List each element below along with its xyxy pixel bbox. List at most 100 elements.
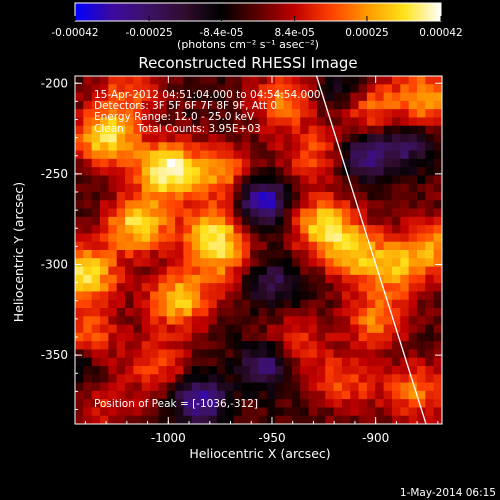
heatmap-cell — [416, 390, 426, 400]
heatmap-cell — [333, 316, 343, 326]
heatmap-cell — [391, 382, 401, 392]
heatmap-cell — [375, 150, 385, 160]
heatmap-cell — [366, 332, 376, 342]
heatmap-cell — [375, 308, 385, 317]
heatmap-cell — [258, 357, 268, 367]
x-tick-label: -900 — [362, 431, 389, 445]
heatmap-cell — [283, 266, 293, 276]
heatmap-cell — [91, 332, 101, 342]
heatmap-cell — [375, 183, 385, 193]
heatmap-cell — [216, 125, 226, 135]
heatmap-cell — [108, 150, 118, 160]
heatmap-cell — [108, 109, 118, 119]
heatmap-cell — [141, 291, 151, 301]
heatmap-cell — [291, 357, 301, 367]
colorbar-tick-label: 0.00025 — [345, 27, 388, 39]
heatmap-cell — [125, 382, 134, 392]
heatmap-cell — [108, 291, 118, 301]
heatmap-cell — [433, 291, 442, 301]
heatmap-cell — [433, 366, 442, 375]
heatmap-cell — [350, 374, 360, 384]
heatmap-cell — [383, 142, 393, 152]
heatmap-cell — [83, 291, 93, 301]
heatmap-cell — [133, 233, 143, 243]
heatmap-cell — [175, 76, 185, 85]
heatmap-cell — [366, 117, 376, 127]
heatmap-cell — [408, 250, 418, 259]
heatmap-cell — [175, 109, 185, 119]
heatmap-cell — [266, 357, 276, 367]
heatmap-cell — [75, 366, 84, 375]
heatmap-cell — [125, 208, 134, 218]
heatmap-cell — [258, 324, 268, 334]
heatmap-cell — [100, 349, 109, 359]
heatmap-cell — [391, 216, 401, 226]
heatmap-cell — [200, 134, 210, 143]
heatmap-cell — [341, 324, 351, 334]
heatmap-cell — [158, 216, 168, 226]
heatmap-cell — [358, 324, 368, 334]
heatmap-cell — [391, 308, 401, 317]
heatmap-cell — [425, 407, 435, 417]
heatmap-cell — [350, 291, 360, 301]
heatmap-cell — [158, 274, 168, 284]
heatmap-cell — [108, 84, 118, 94]
heatmap-cell — [425, 92, 435, 102]
heatmap-cell — [433, 357, 442, 367]
heatmap-cell — [241, 183, 251, 193]
heatmap-cell — [166, 266, 176, 276]
heatmap-cell — [133, 399, 143, 409]
heatmap-cell — [241, 349, 251, 359]
heatmap-cell — [125, 192, 134, 201]
heatmap-cell — [291, 183, 301, 193]
heatmap-cell — [366, 341, 376, 351]
heatmap-cell — [258, 258, 268, 268]
heatmap-cell — [375, 117, 385, 127]
heatmap-cell — [175, 382, 185, 392]
heatmap-cell — [300, 109, 310, 119]
heatmap-cell — [400, 167, 410, 177]
heatmap-cell — [116, 357, 126, 367]
heatmap-cell — [433, 208, 442, 218]
heatmap-cell — [150, 357, 160, 367]
solar-limb-line — [315, 76, 427, 424]
heatmap-cell — [316, 324, 326, 334]
heatmap-cell — [116, 415, 126, 424]
heatmap-cell — [133, 208, 143, 218]
heatmap-cell — [383, 150, 393, 160]
y-tick-label: -300 — [41, 258, 68, 272]
heatmap-cell — [391, 175, 401, 185]
heatmap-cell — [108, 316, 118, 326]
heatmap-cell — [433, 100, 442, 110]
heatmap-cell — [200, 192, 210, 201]
heatmap-cell — [150, 225, 160, 235]
heatmap-cell — [291, 233, 301, 243]
heatmap-cell — [408, 233, 418, 243]
heatmap-cell — [408, 167, 418, 177]
heatmap-cell — [166, 200, 176, 210]
heatmap-cell — [166, 84, 176, 94]
heatmap-cell — [158, 183, 168, 193]
heatmap-cell — [425, 316, 435, 326]
heatmap-cell — [266, 407, 276, 417]
heatmap-cell — [175, 308, 185, 317]
heatmap-cell — [191, 175, 201, 185]
heatmap-cell — [100, 216, 109, 226]
heatmap-cell — [425, 117, 435, 127]
heatmap-cell — [416, 216, 426, 226]
heatmap-cell — [158, 192, 168, 201]
heatmap-cell — [266, 150, 276, 160]
heatmap-cell — [225, 366, 235, 375]
heatmap-cell — [391, 291, 401, 301]
heatmap-cell — [316, 274, 326, 284]
heatmap-cell — [233, 134, 243, 143]
heatmap-cell — [216, 117, 226, 127]
colorbar-tick-label: -0.00025 — [125, 27, 172, 39]
heatmap-cell — [425, 192, 435, 201]
heatmap-cell — [75, 357, 84, 367]
heatmap-cell — [391, 84, 401, 94]
heatmap-cell — [75, 308, 84, 317]
heatmap-cell — [216, 183, 226, 193]
heatmap-cell — [250, 167, 260, 177]
heatmap-cell — [225, 308, 235, 317]
